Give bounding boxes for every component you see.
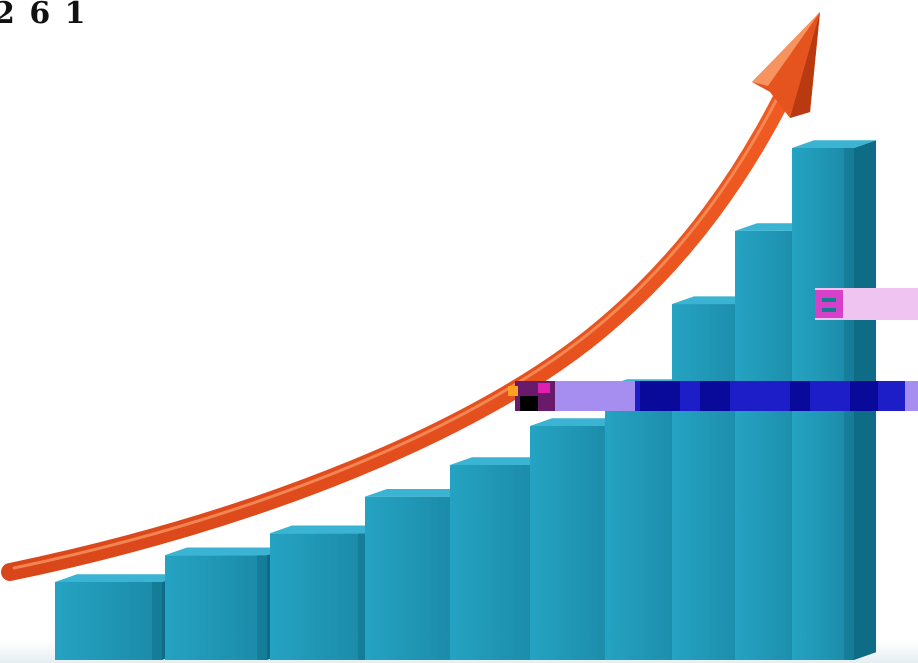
image-artifact-patch: [815, 288, 918, 320]
bars-group: [55, 140, 876, 661]
overlay-numbers: 2 6 1: [0, 0, 88, 31]
trend-up-arrow-icon: [1, 12, 820, 581]
bar-1: [55, 574, 184, 660]
image-artifact-strip: [508, 381, 918, 411]
